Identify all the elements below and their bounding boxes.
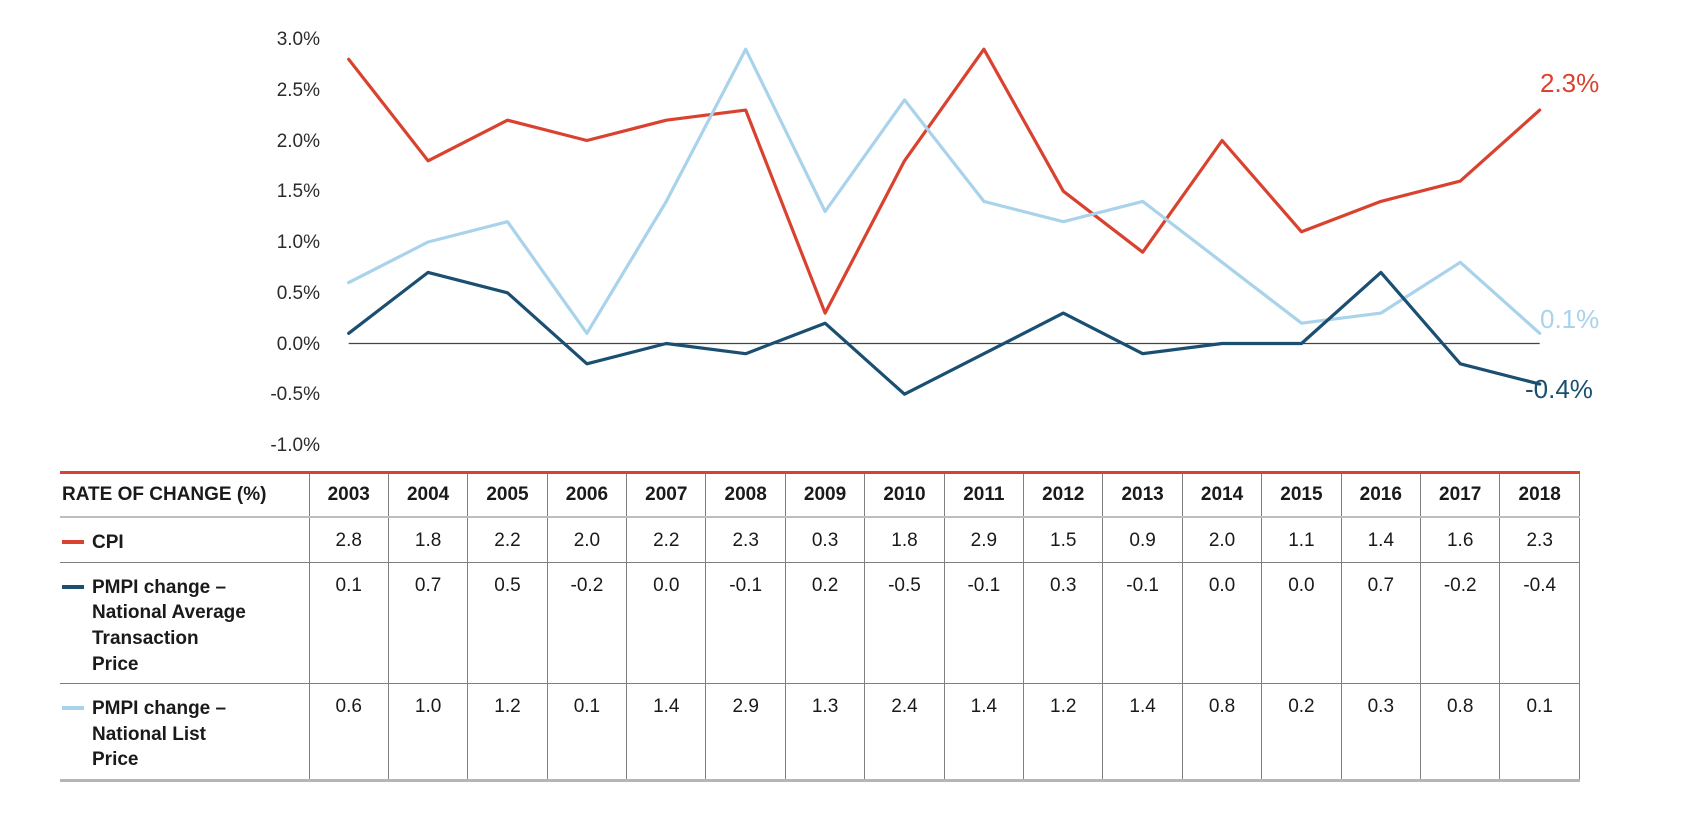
svg-text:-1.0%: -1.0% <box>270 435 320 456</box>
svg-text:1.0%: 1.0% <box>277 232 320 253</box>
svg-text:0.5%: 0.5% <box>277 283 320 304</box>
svg-text:2.0%: 2.0% <box>277 131 320 152</box>
svg-text:2.3%: 2.3% <box>1540 68 1599 98</box>
svg-text:2.5%: 2.5% <box>277 80 320 101</box>
svg-text:0.0%: 0.0% <box>277 334 320 355</box>
svg-text:-0.4%: -0.4% <box>1525 374 1593 404</box>
svg-text:1.5%: 1.5% <box>277 181 320 202</box>
svg-text:-0.5%: -0.5% <box>270 384 320 405</box>
svg-text:0.1%: 0.1% <box>1540 304 1599 334</box>
svg-text:3.0%: 3.0% <box>277 29 320 50</box>
